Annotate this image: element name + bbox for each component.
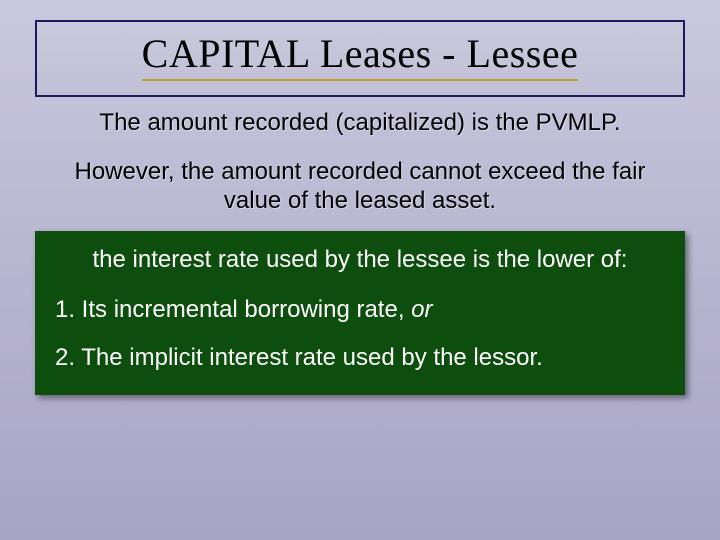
- panel-item-2: 2. The implicit interest rate used by th…: [53, 343, 667, 373]
- slide-title: CAPITAL Leases - Lessee: [142, 30, 579, 81]
- title-box: CAPITAL Leases - Lessee: [35, 20, 685, 97]
- slide: CAPITAL Leases - Lessee The amount recor…: [0, 0, 720, 540]
- panel-item-1: 1. Its incremental borrowing rate, or: [53, 295, 667, 325]
- subtitle-fair-value-limit: However, the amount recorded cannot exce…: [35, 158, 685, 216]
- panel-item-1-text: 1. Its incremental borrowing rate,: [55, 296, 411, 323]
- subtitle-capitalized-amount: The amount recorded (capitalized) is the…: [35, 109, 685, 138]
- panel-item-1-italic: or: [411, 296, 432, 323]
- interest-rate-panel: the interest rate used by the lessee is …: [35, 231, 685, 395]
- panel-heading: the interest rate used by the lessee is …: [53, 245, 667, 275]
